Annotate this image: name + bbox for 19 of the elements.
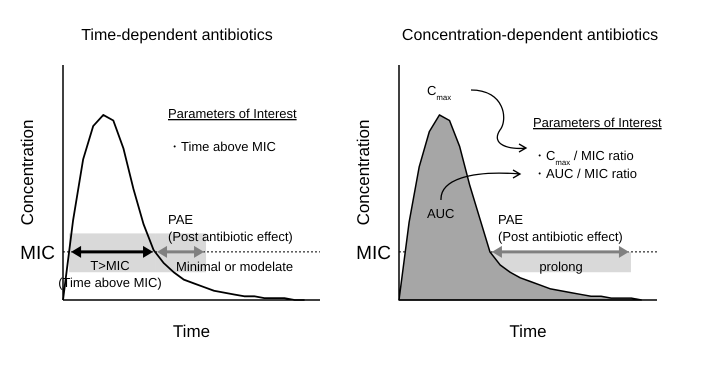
- text: C$_{max}$: [427, 83, 452, 102]
- y-axis-title: Concentration: [354, 120, 373, 226]
- annotation: prolong: [539, 259, 583, 274]
- y-axis-title: Concentration: [18, 120, 37, 226]
- chart-title: Concentration-dependent antibiotics: [402, 27, 658, 44]
- chart-title: Time-dependent antibiotics: [81, 27, 273, 44]
- x-axis-title: Time: [172, 322, 210, 341]
- annotation: ・Time above MIC: [168, 139, 276, 154]
- annotation: Minimal or modelate: [176, 259, 294, 274]
- ref-line-label: MIC: [20, 242, 55, 264]
- annotation: ・AUC / MIC ratio: [533, 166, 638, 181]
- x-axis-title: Time: [509, 322, 547, 341]
- annotation: AUC: [427, 206, 454, 221]
- annotation: ・C$_{max}$ / MIC ratio: [533, 148, 634, 166]
- annotation: PAE (Post antibiotic effect): [498, 212, 623, 244]
- annotation: Parameters of Interest: [533, 115, 662, 130]
- ref-line-label: MIC: [356, 242, 391, 264]
- annotation: PAE (Post antibiotic effect): [168, 212, 293, 244]
- annotation: Parameters of Interest: [168, 106, 297, 121]
